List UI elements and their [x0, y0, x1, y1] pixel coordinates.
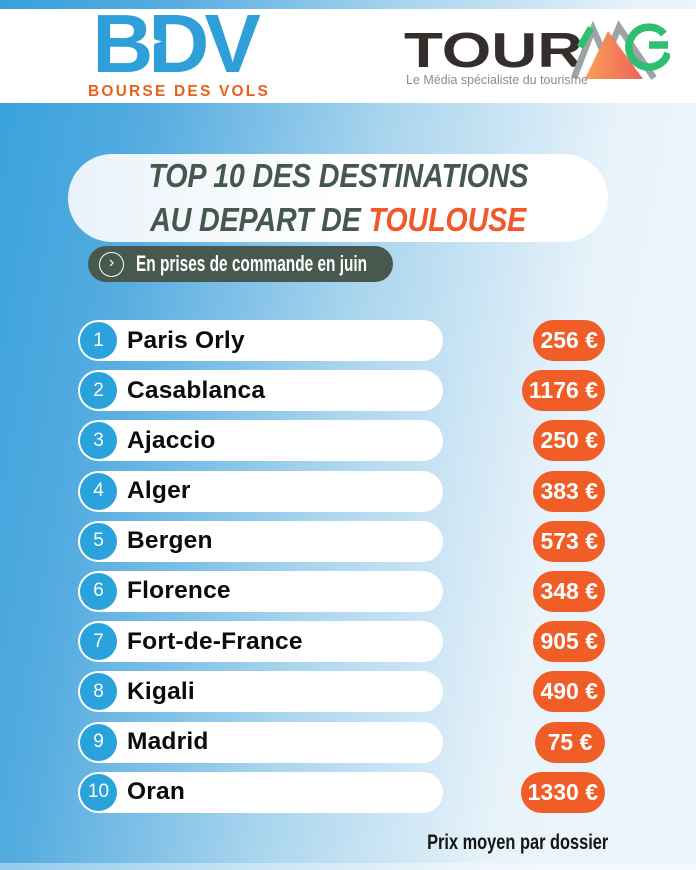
price-badge: 1176 €: [521, 370, 605, 412]
destination-pill: 9 Madrid: [78, 721, 443, 763]
price-badge: 573 €: [533, 520, 605, 562]
list-item: 6 Florence 348 €: [78, 570, 605, 612]
rank-badge: 2: [80, 372, 117, 410]
destination-name: Madrid: [127, 728, 209, 755]
rank-badge: 3: [80, 422, 117, 460]
list-item: 10 Oran 1330 €: [78, 771, 605, 813]
destination-name: Casablanca: [127, 376, 266, 404]
list-item: 1 Paris Orly 256 €: [78, 320, 605, 361]
price-badge: 905 €: [533, 621, 605, 663]
list-item: 4 Alger 383 €: [78, 470, 605, 512]
price-badge: 75 €: [535, 721, 605, 763]
rank-badge: 5: [80, 522, 117, 560]
price-badge: 256 €: [533, 320, 605, 361]
destination-pill: 5 Bergen: [78, 520, 443, 562]
title-line-2: AU DEPART DE TOULOUSE: [149, 201, 527, 238]
tourmag-tagline: Le Média spécialiste du tourisme: [406, 72, 588, 87]
tourmag-g-arc: [625, 23, 670, 71]
destination-name: Kigali: [127, 677, 195, 705]
tourmag-a-triangle: [585, 31, 643, 79]
title-pill: TOP 10 DES DESTINATIONS AU DEPART DE TOU…: [68, 154, 608, 242]
rank-badge: 8: [80, 673, 117, 711]
destination-pill: 10 Oran: [78, 771, 443, 813]
list-item: 8 Kigali 490 €: [78, 671, 605, 713]
chevron-right-icon: ›: [99, 251, 124, 277]
destination-name: Florence: [127, 577, 231, 605]
list-item: 3 Ajaccio 250 €: [78, 420, 605, 462]
destination-pill: 4 Alger: [78, 470, 443, 512]
rank-badge: 1: [80, 322, 117, 359]
destination-list: 1 Paris Orly 256 € 2 Casablanca 1176 € 3…: [78, 320, 605, 813]
subtitle-label: En prises de commande en juin: [136, 251, 368, 276]
destination-name: Bergen: [127, 527, 213, 555]
destination-name: Ajaccio: [127, 426, 216, 454]
rank-badge: 7: [80, 623, 117, 661]
list-item: 2 Casablanca 1176 €: [78, 370, 605, 412]
destination-pill: 2 Casablanca: [78, 370, 443, 412]
tourmag-logo: TOUR Le Média spécialiste du tourisme: [404, 20, 670, 87]
bdv-wordmark: BDV: [92, 0, 261, 90]
price-badge: 348 €: [533, 570, 605, 612]
destination-pill: 7 Fort-de-France: [78, 621, 443, 663]
price-badge: 383 €: [533, 470, 605, 512]
destination-pill: 1 Paris Orly: [78, 320, 443, 361]
rank-badge: 4: [80, 472, 117, 510]
destination-name: Oran: [127, 778, 185, 806]
price-badge: 490 €: [533, 671, 605, 713]
bdv-tagline: BOURSE DES VOLS: [88, 83, 270, 100]
price-badge: 250 €: [533, 420, 605, 462]
destination-name: Paris Orly: [127, 326, 245, 354]
list-item: 9 Madrid 75 €: [78, 721, 605, 763]
destination-name: Fort-de-France: [127, 627, 303, 655]
list-item: 5 Bergen 573 €: [78, 520, 605, 562]
bdv-logo: BDV BOURSE DES VOLS: [88, 0, 270, 101]
tourmag-m-green-tip: [576, 26, 595, 49]
destination-pill: 8 Kigali: [78, 671, 443, 713]
title-line-1: TOP 10 DES DESTINATIONS: [148, 157, 528, 194]
bottom-strip: [0, 863, 696, 870]
list-item: 7 Fort-de-France 905 €: [78, 621, 605, 663]
rank-badge: 9: [80, 723, 117, 761]
subtitle-pill: › En prises de commande en juin: [88, 246, 393, 282]
destination-name: Alger: [127, 477, 191, 505]
destination-pill: 6 Florence: [78, 570, 443, 612]
destination-pill: 3 Ajaccio: [78, 420, 443, 462]
title-highlight: TOULOUSE: [368, 201, 527, 238]
rank-badge: 6: [80, 572, 117, 610]
tourmag-wordmark: TOUR: [404, 24, 583, 78]
footer-caption: Prix moyen par dossier: [426, 831, 608, 854]
rank-badge: 10: [80, 773, 117, 811]
price-badge: 1330 €: [520, 771, 605, 813]
